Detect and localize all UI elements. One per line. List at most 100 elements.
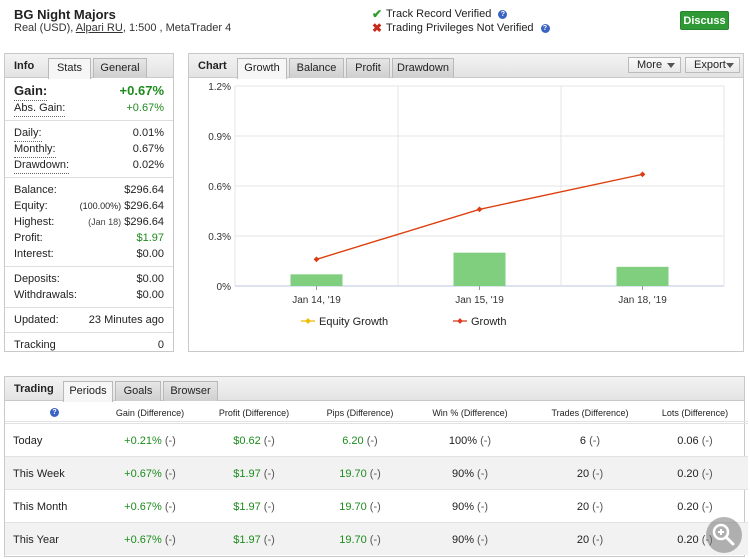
- account-type: Real (USD),: [14, 22, 76, 34]
- legend-marker: [457, 318, 463, 324]
- profit-cell-value: $1.97: [233, 501, 261, 513]
- profit-cell: $1.97 (-): [211, 468, 297, 480]
- trades-cell-value: 20: [576, 468, 590, 480]
- column-header: Gain (Difference): [115, 408, 185, 418]
- trades-cell-value: 20: [576, 534, 590, 546]
- help-icon[interactable]: ?: [540, 23, 550, 33]
- gain-cell: +0.67% (-): [107, 534, 193, 546]
- trades-cell-difference: (-): [592, 501, 604, 513]
- column-header: Trades (Difference): [551, 408, 629, 418]
- broker-link[interactable]: Alpari RU: [75, 22, 123, 34]
- win-cell-value: 90%: [451, 468, 474, 480]
- data-point: [313, 256, 320, 263]
- gain-cell-value: +0.67%: [124, 468, 162, 480]
- data-point: [639, 171, 646, 178]
- highest-date: (Jan 18): [88, 217, 122, 227]
- tab-general[interactable]: General: [93, 58, 147, 78]
- column-header: Profit (Difference): [218, 408, 290, 418]
- tab-drawdown[interactable]: Drawdown: [392, 58, 454, 78]
- trades-cell-difference: (-): [592, 534, 604, 546]
- pips-cell-difference: (-): [369, 534, 381, 546]
- monthly-label: Monthly:: [14, 141, 56, 158]
- profit-cell-difference: (-): [263, 534, 275, 546]
- period-cell: This Week: [13, 468, 65, 480]
- discuss-button[interactable]: Discuss: [680, 11, 729, 30]
- period-cell: This Month: [13, 501, 68, 513]
- lots-cell-difference: (-): [701, 501, 713, 513]
- win-cell: 90% (-): [420, 468, 520, 480]
- tab-growth[interactable]: Growth: [237, 58, 287, 79]
- y-tick-label: 1.2%: [208, 82, 231, 93]
- drawdown-label: Drawdown:: [14, 157, 70, 174]
- tab-goals[interactable]: Goals: [115, 381, 161, 401]
- chart-panel: Chart Growth Balance Profit Drawdown Mor…: [188, 53, 744, 352]
- pips-cell-difference: (-): [369, 501, 381, 513]
- withdrawals-value: $0.00: [136, 289, 164, 301]
- updated-value: 23 Minutes ago: [88, 314, 164, 326]
- profit-row: Profit: $1.97: [14, 230, 164, 246]
- x-tick-label: Jan 18, '19: [618, 295, 667, 306]
- gain-cell-difference: (-): [164, 501, 176, 513]
- dropdown-icon: [726, 63, 734, 68]
- gain-cell: +0.67% (-): [107, 501, 193, 513]
- column-header: Win % (Difference): [432, 408, 508, 418]
- y-tick-label: 0.6%: [208, 182, 231, 193]
- profit-cell-difference: (-): [263, 468, 275, 480]
- more-button[interactable]: More: [628, 57, 681, 73]
- cross-icon: ✖: [372, 21, 383, 35]
- equity-value: $296.64: [124, 200, 164, 212]
- account-title: BG Night Majors: [14, 7, 116, 22]
- tab-periods[interactable]: Periods: [63, 381, 113, 402]
- tracking-row: Tracking 0: [14, 337, 164, 353]
- export-button[interactable]: Export: [685, 57, 740, 73]
- check-icon: ✔: [372, 7, 383, 21]
- column-header: Lots (Difference): [661, 408, 729, 418]
- highest-value: $296.64: [124, 216, 164, 228]
- daily-value: 0.01%: [132, 127, 164, 139]
- win-cell-value: 90%: [451, 534, 474, 546]
- lots-cell: 0.20 (-): [655, 501, 735, 513]
- lots-cell-value: 0.20: [677, 501, 699, 513]
- win-cell: 90% (-): [420, 501, 520, 513]
- privileges-status: ✖ Trading Privileges Not Verified ?: [372, 21, 550, 35]
- divider: [5, 120, 173, 121]
- tracking-value: 0: [157, 339, 164, 351]
- profit-cell-value: $1.97: [233, 534, 261, 546]
- updated-label: Updated:: [14, 314, 59, 326]
- gain-cell-value: +0.67%: [124, 534, 162, 546]
- abs-gain-label: Abs. Gain:: [14, 100, 66, 117]
- equity-row: Equity: (100.00%) $296.64: [14, 198, 164, 214]
- trading-tabbar: Trading Periods Goals Browser: [5, 377, 744, 402]
- trades-cell-difference: (-): [589, 435, 601, 447]
- trading-panel-title: Trading: [14, 383, 54, 395]
- updated-row: Updated: 23 Minutes ago: [14, 312, 164, 328]
- divider: [5, 332, 173, 333]
- data-point: [476, 206, 483, 213]
- info-panel: Info Stats General Gain: +0.67% Abs. Gai…: [4, 53, 174, 352]
- pips-cell-value: 6.20: [342, 435, 364, 447]
- tab-profit[interactable]: Profit: [346, 58, 390, 78]
- magnifier-icon[interactable]: [706, 517, 742, 553]
- pips-cell-difference: (-): [369, 468, 381, 480]
- gain-cell-difference: (-): [164, 468, 176, 480]
- drawdown-row: Drawdown: 0.02%: [14, 157, 164, 174]
- profit-cell: $0.62 (-): [211, 435, 297, 447]
- help-icon[interactable]: ?: [50, 408, 59, 417]
- trades-cell: 20 (-): [545, 468, 635, 480]
- help-icon[interactable]: ?: [498, 9, 508, 19]
- tab-balance[interactable]: Balance: [289, 58, 344, 78]
- profit-cell: $1.97 (-): [211, 534, 297, 546]
- legend-label: Growth: [471, 316, 506, 328]
- deposits-label: Deposits:: [14, 273, 60, 285]
- tab-stats[interactable]: Stats: [48, 58, 91, 79]
- interest-value: $0.00: [136, 248, 164, 260]
- chart-bar: [453, 252, 506, 286]
- gain-cell: +0.67% (-): [107, 468, 193, 480]
- divider: [5, 266, 173, 267]
- tab-browser[interactable]: Browser: [163, 381, 218, 401]
- win-cell-difference: (-): [480, 435, 492, 447]
- series-line-0: [316, 173, 643, 260]
- table-row: Today +0.21% (-) $0.62 (-) 6.20 (-) 100% (-)…: [5, 423, 748, 456]
- y-tick-label: 0.9%: [208, 132, 231, 143]
- series-line-1: [316, 173, 643, 260]
